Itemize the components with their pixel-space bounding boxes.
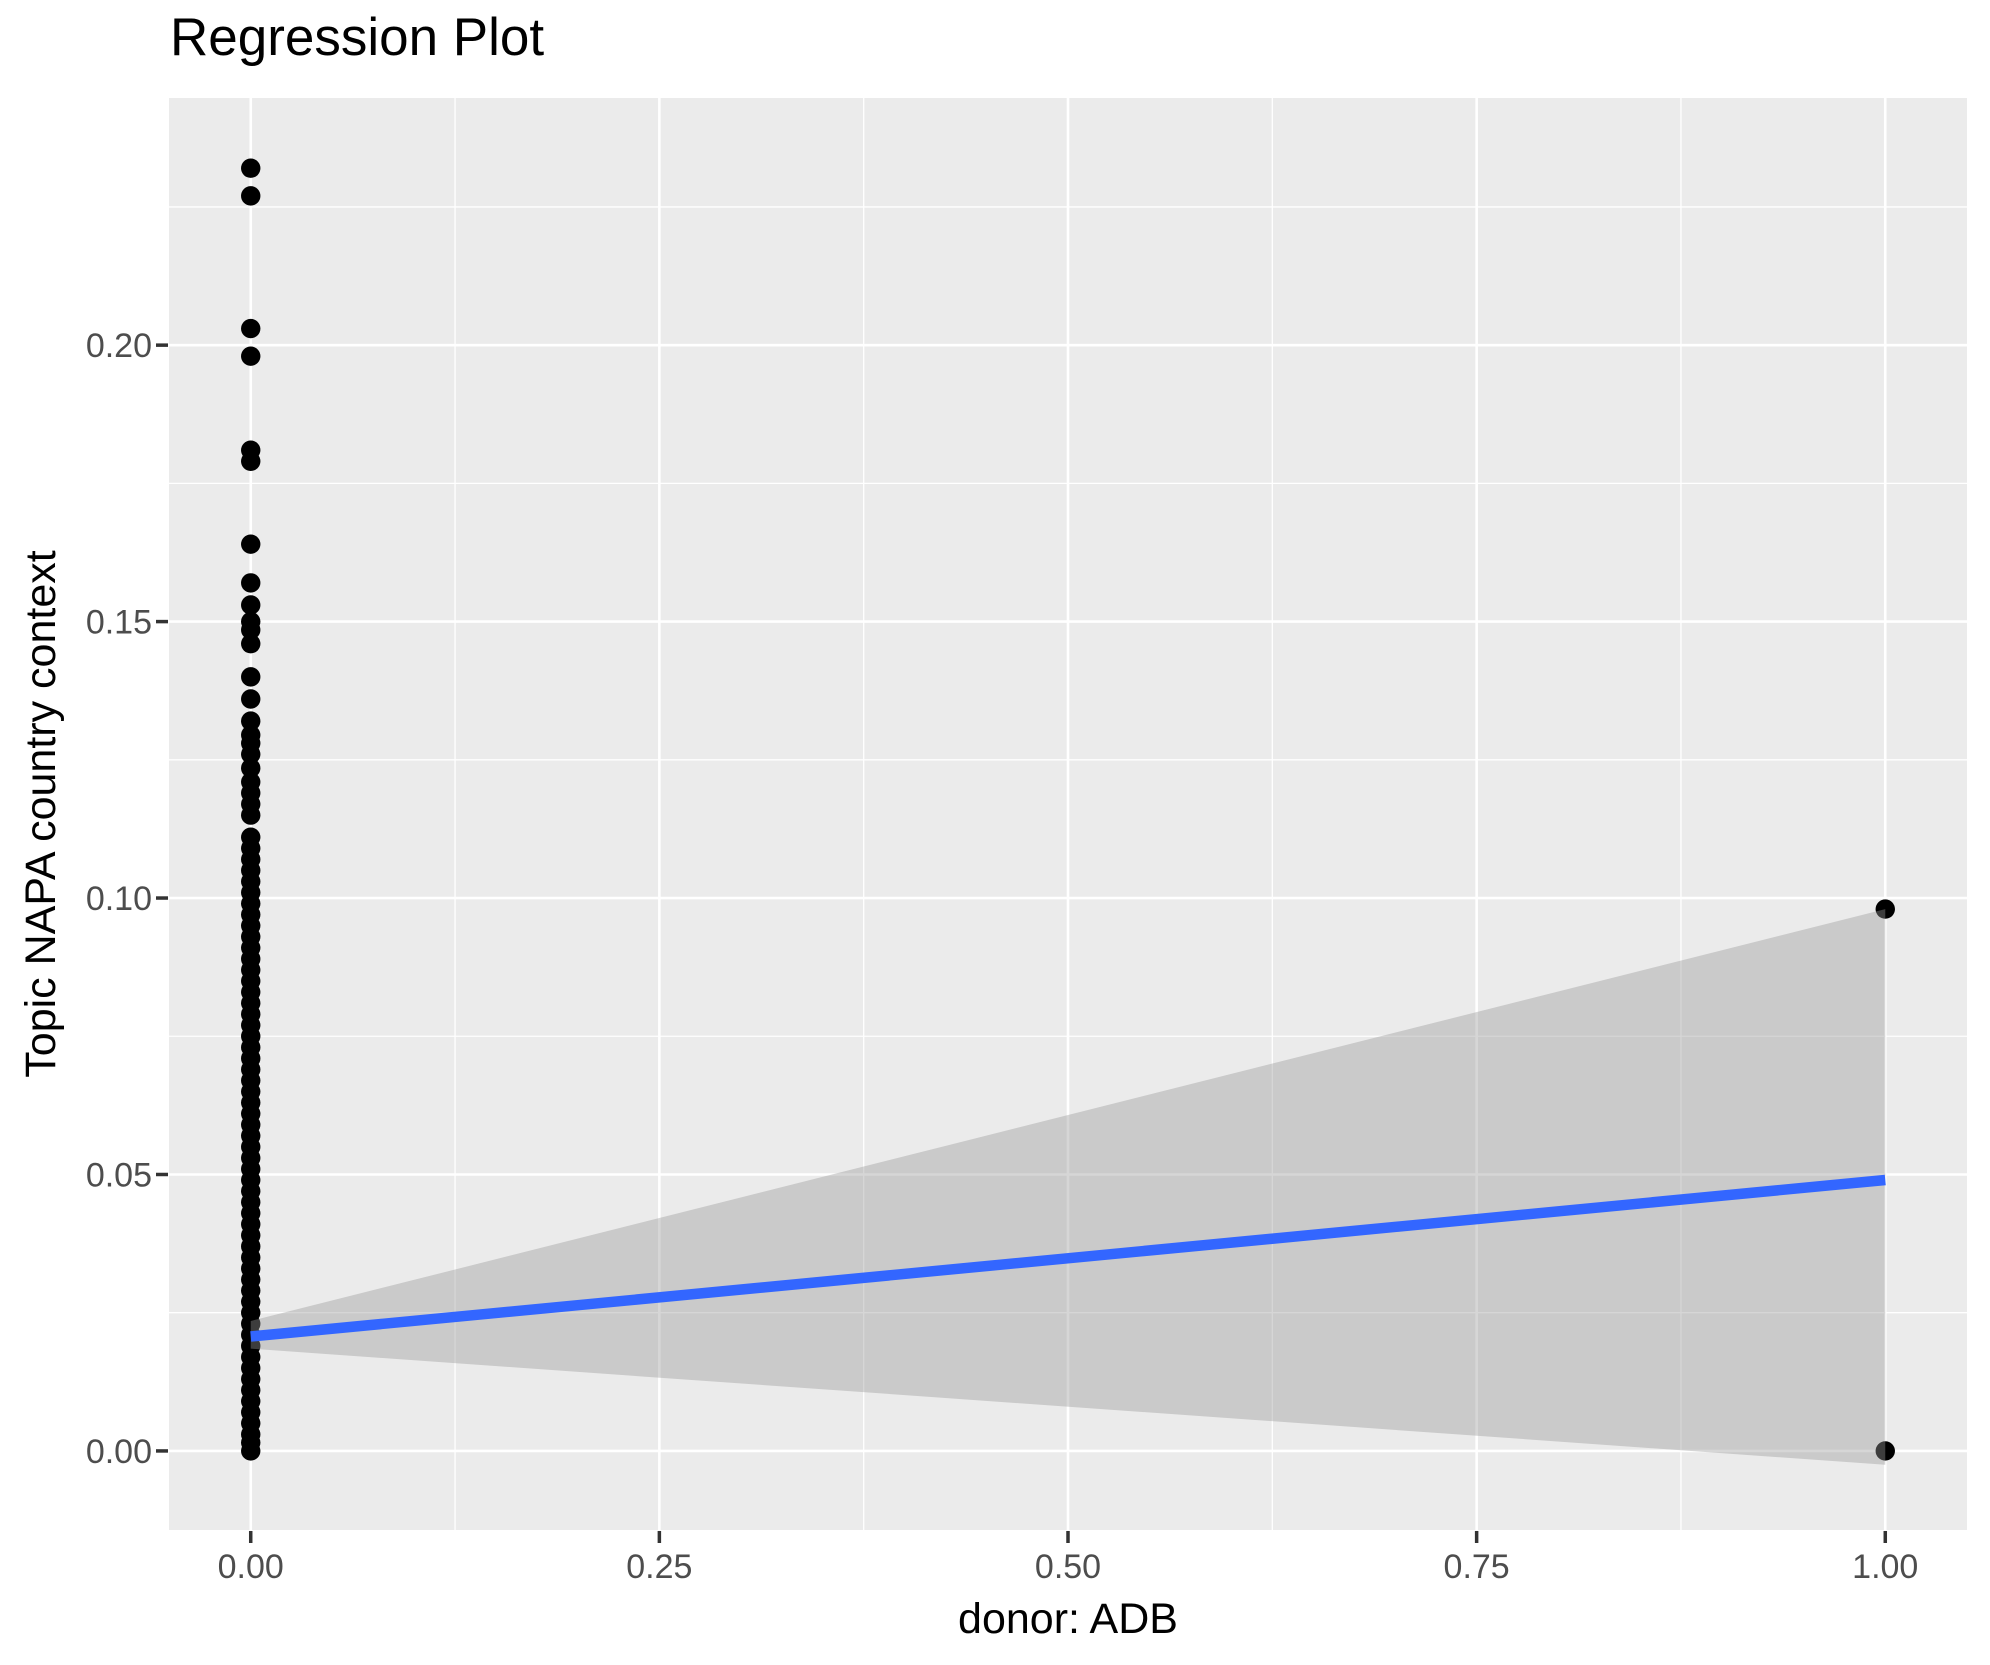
data-point: [241, 1441, 261, 1461]
data-point: [241, 711, 261, 731]
regression-line: [250, 1174, 1886, 1342]
confidence-ribbon: [250, 909, 1886, 1465]
data-point: [241, 158, 261, 178]
x-axis-title: donor: ADB: [958, 1595, 1178, 1643]
y-tick-label: 0.00: [86, 1433, 152, 1471]
data-point: [1875, 1441, 1895, 1461]
y-tick-label: 0.15: [86, 604, 152, 642]
y-tick-label: 0.20: [86, 327, 152, 365]
data-point: [1875, 899, 1895, 919]
data-point: [241, 758, 261, 778]
x-tick-label: 0.75: [1444, 1548, 1510, 1586]
data-point: [241, 620, 261, 640]
x-tick-label: 0.50: [1035, 1548, 1101, 1586]
y-axis-title: Topic NAPA country context: [17, 550, 65, 1077]
data-point: [241, 346, 261, 366]
chart-title: Regression Plot: [170, 8, 544, 67]
data-point: [241, 573, 261, 593]
y-tick-label: 0.05: [86, 1156, 152, 1194]
chart-marks: [241, 158, 1895, 1465]
data-point: [241, 689, 261, 709]
data-point: [241, 318, 261, 339]
data-point: [241, 595, 261, 615]
data-point: [241, 805, 261, 825]
axes: 0.00 0.25 0.50 0.75 1.00 0.00 0.05 0.10 0.15 0.20: [86, 327, 1919, 1586]
data-point: [241, 667, 261, 687]
data-point: [241, 451, 261, 471]
data-point: [241, 186, 261, 206]
data-point: [241, 634, 261, 654]
data-point: [241, 534, 261, 554]
x-tick-label: 1.00: [1852, 1548, 1918, 1586]
x-tick-label: 0.00: [218, 1548, 284, 1586]
y-tick-label: 0.10: [86, 880, 152, 918]
x-tick-label: 0.25: [626, 1548, 692, 1586]
data-point: [241, 744, 261, 764]
